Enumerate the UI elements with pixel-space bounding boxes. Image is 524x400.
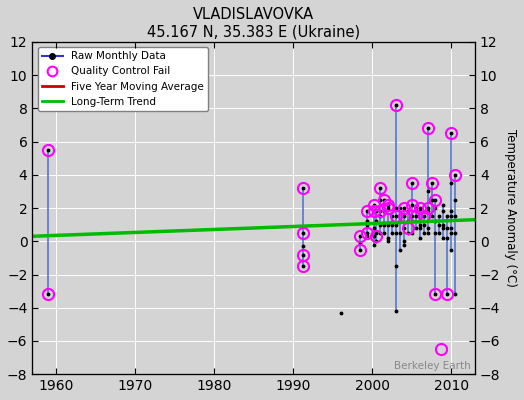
Title: VLADISLAVOVKA
45.167 N, 35.383 E (Ukraine): VLADISLAVOVKA 45.167 N, 35.383 E (Ukrain…: [147, 7, 360, 39]
Y-axis label: Temperature Anomaly (°C): Temperature Anomaly (°C): [504, 129, 517, 287]
Legend: Raw Monthly Data, Quality Control Fail, Five Year Moving Average, Long-Term Tren: Raw Monthly Data, Quality Control Fail, …: [38, 47, 208, 111]
Text: Berkeley Earth: Berkeley Earth: [394, 361, 471, 371]
